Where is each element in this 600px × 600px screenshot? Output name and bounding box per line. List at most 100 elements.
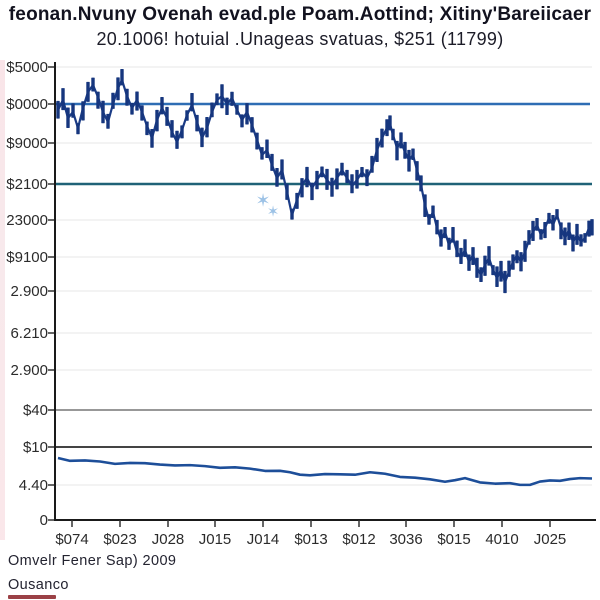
price-bar (315, 170, 319, 190)
price-bar (370, 155, 374, 173)
star-marker-icon: ✶ (267, 203, 280, 220)
price-bar (479, 267, 483, 282)
price-bar (447, 237, 451, 250)
price-bar (190, 93, 194, 112)
price-bar (403, 141, 407, 159)
price-bar (411, 148, 415, 161)
price-bar (571, 234, 575, 252)
y-tick-label: 2.900 (10, 362, 48, 379)
price-bar (120, 69, 124, 86)
x-tick-label: $013 (294, 531, 327, 548)
price-bar (539, 229, 543, 240)
price-bar (270, 153, 274, 171)
y-tick-label: 6.210 (10, 325, 48, 342)
price-bar (519, 252, 523, 272)
price-bar (551, 215, 555, 231)
price-bar (380, 128, 384, 148)
y-tick-label: $10 (23, 439, 48, 456)
price-bar (280, 159, 284, 180)
price-bar (170, 120, 174, 138)
price-bar (330, 177, 334, 197)
price-bar (150, 129, 154, 148)
price-bar (515, 250, 519, 264)
indicator-line-series (57, 456, 593, 487)
price-bar (475, 257, 479, 278)
y-tick-label: 2.900 (10, 283, 48, 300)
price-bar (575, 223, 579, 245)
price-bar (91, 77, 95, 92)
price-bar (335, 168, 339, 190)
price-bar (535, 218, 539, 231)
price-bar (300, 178, 304, 198)
price-bar (567, 222, 571, 240)
price-bar (463, 239, 467, 258)
price-bar (507, 260, 511, 277)
price-bar (547, 212, 551, 224)
price-bar (160, 96, 164, 115)
price-bar (365, 169, 369, 187)
price-bar (130, 103, 134, 115)
price-bar (230, 91, 234, 106)
price-bar (135, 91, 139, 111)
price-bar (503, 270, 507, 294)
x-tick-label: J025 (534, 531, 567, 548)
price-bar (491, 265, 495, 276)
price-bar (101, 100, 105, 124)
price-bar (583, 233, 587, 243)
price-bar (467, 254, 471, 271)
price-bar (459, 247, 463, 265)
price-bar (399, 132, 403, 149)
price-bar (56, 100, 60, 119)
price-bar (395, 140, 399, 161)
y-tick-label: $5000 (6, 59, 48, 76)
price-bar (419, 175, 423, 192)
price-bar (320, 166, 324, 178)
price-bar (185, 110, 189, 121)
corner-red-mark (8, 595, 56, 599)
price-bar (590, 219, 594, 236)
x-tick-label: $015 (437, 531, 470, 548)
price-bar (355, 169, 359, 189)
price-bar (285, 183, 289, 200)
price-bar (215, 93, 219, 106)
price-bar (345, 169, 349, 184)
y-tick-label: 23000 (6, 212, 48, 229)
price-bar (125, 88, 129, 106)
chart-subtitle: 20.1006! hotuial .Unageas svatuas, $251 … (96, 29, 504, 49)
price-bar (455, 240, 459, 258)
y-tick-label: 0 (40, 512, 48, 529)
x-tick-label: $023 (103, 531, 136, 548)
price-bar (527, 230, 531, 245)
price-bar (225, 97, 229, 116)
price-bar (275, 168, 279, 187)
left-edge-artifact (0, 60, 5, 540)
price-bar (360, 166, 364, 178)
price-bar (385, 119, 389, 137)
price-bar (495, 266, 499, 287)
price-bar (407, 149, 411, 172)
chart-title: feonan.Nvuny Ovenah evad.ple Poam.Aottin… (8, 4, 592, 25)
x-tick-label: J028 (152, 531, 185, 548)
x-tick-label: J014 (247, 531, 280, 548)
price-bar (290, 208, 294, 220)
price-bar (523, 240, 527, 262)
price-bar (81, 101, 85, 121)
price-bar (210, 102, 214, 118)
price-bar (255, 132, 259, 150)
price-bar (305, 166, 309, 188)
x-tick-label: J015 (199, 531, 232, 548)
price-bar (250, 117, 254, 133)
price-bar (175, 130, 179, 149)
price-bar (200, 127, 204, 148)
price-bar (140, 105, 144, 121)
price-bar (388, 115, 392, 131)
price-bar (245, 103, 249, 125)
y-tick-label: 4.40 (19, 477, 48, 494)
price-bar (431, 205, 435, 218)
price-bar (220, 84, 224, 109)
price-bar (391, 128, 395, 141)
price-bar (295, 192, 299, 209)
footer-note-text: Ousanco (8, 577, 69, 593)
price-bar (240, 114, 244, 128)
